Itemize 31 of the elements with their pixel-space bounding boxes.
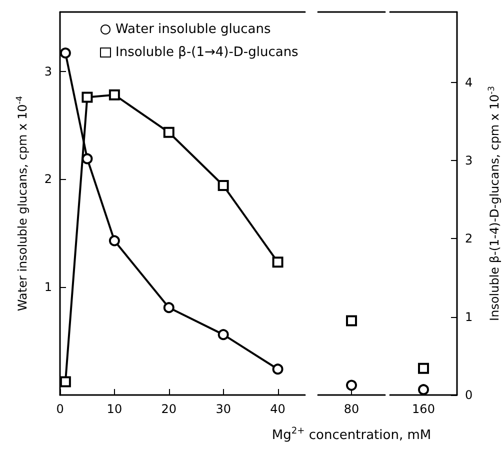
x-tick-label: 80 [344,402,360,416]
y-tick-label: 3 [44,64,52,78]
point [163,126,174,138]
point [60,48,71,58]
y2-axis-title: Insoluble β-(1-4)-D-glucans, cpm x 10-3 [486,86,502,321]
point [82,92,93,103]
x-tick-label: 0 [56,402,64,416]
point [163,302,174,314]
y2-tick-label: 1 [465,310,473,324]
point [82,153,93,164]
x-tick-label: 10 [106,402,122,416]
x-tick-label: 30 [216,402,231,416]
legend-label: Insoluble β-(1→4)-D-glucans [116,45,299,60]
y2-tick-label: 0 [465,388,473,402]
point [272,364,284,375]
y2-tick-label: 2 [465,232,473,246]
y-axis-title: Water insoluble glucans, cpm x 10-4 [14,96,30,312]
x-tick-label: 20 [161,402,177,416]
y-tick-label: 2 [44,172,52,186]
point [272,256,284,268]
point [108,89,120,100]
x-tick-label: 40 [270,402,286,416]
point [218,180,229,192]
y2-tick-label: 4 [465,75,473,90]
legend-label: Water insoluble glucans [116,22,271,37]
point [60,376,71,388]
y-tick-label: 1 [44,280,52,294]
y2-tick-label: 3 [465,154,473,168]
point [108,235,120,246]
point [218,329,229,340]
x-tick-label: 160 [412,402,435,416]
